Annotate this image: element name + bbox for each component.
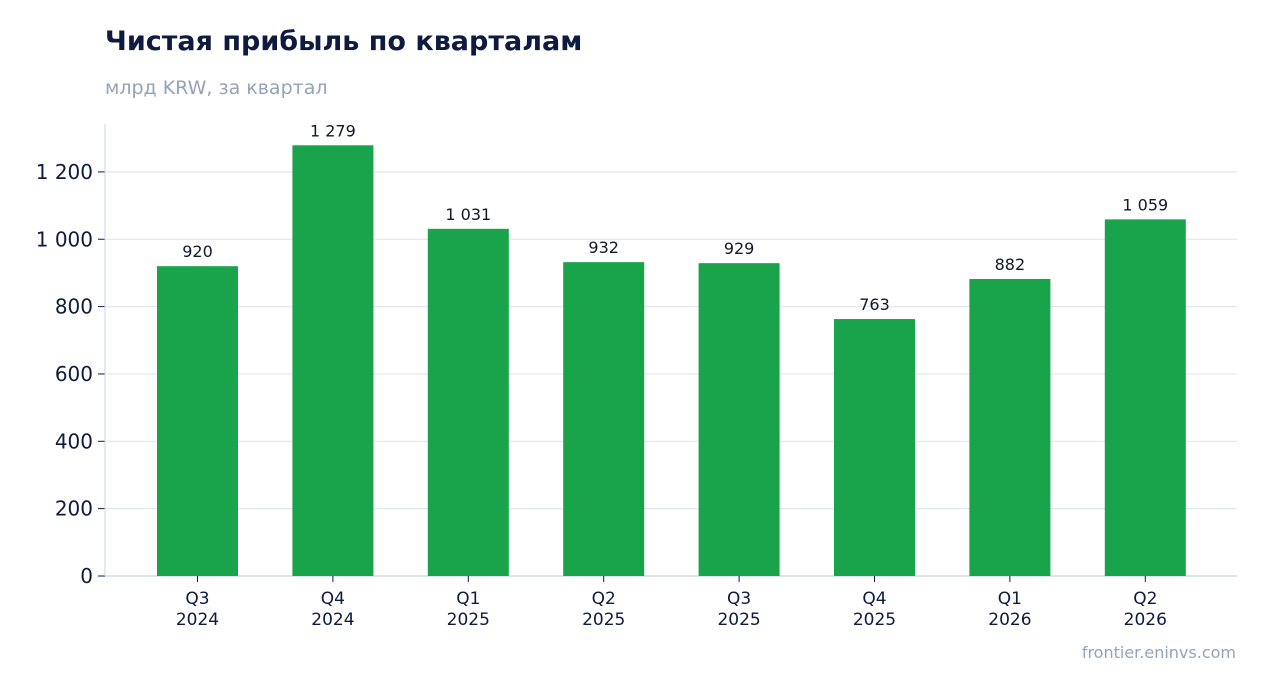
y-tick-label: 1 200 [36,160,93,184]
x-tick-label-year: 2025 [582,610,625,630]
chart-title: Чистая прибыль по кварталам [105,26,583,57]
x-tick-label-year: 2024 [311,610,354,630]
y-tick-label: 600 [55,362,93,386]
x-tick-label-quarter: Q4 [321,589,345,609]
x-tick-label-year: 2024 [176,610,219,630]
bar [969,278,1051,576]
x-tick-label-quarter: Q2 [1133,589,1157,609]
y-tick-label: 0 [80,564,93,588]
bar-value-label: 929 [724,239,755,258]
x-tick-label-year: 2025 [447,610,490,630]
x-tick-label-quarter: Q4 [862,589,886,609]
bar [157,266,238,576]
y-tick-label: 800 [55,295,93,319]
y-tick-label: 1 000 [36,227,93,251]
bar [563,262,645,576]
bar-value-label: 763 [859,295,890,314]
x-tick-label-quarter: Q1 [998,589,1022,609]
x-tick-label-quarter: Q1 [456,589,480,609]
bar-value-label: 882 [995,255,1026,274]
axes [98,123,1237,582]
x-tick-label-year: 2026 [1124,610,1167,630]
bar [292,145,374,576]
y-tick-label: 200 [55,497,93,521]
bars [157,145,1186,577]
bar-value-label: 1 059 [1122,195,1168,214]
bar-value-label: 932 [588,238,619,257]
gridlines [105,171,1237,510]
x-tick-label-year: 2025 [717,610,760,630]
bar-value-label: 1 031 [445,205,491,224]
bar [698,263,780,576]
x-tick-label-year: 2025 [853,610,896,630]
bar [1104,219,1186,576]
chart-subtitle: млрд KRW, за квартал [105,77,328,99]
value-labels: 920 1 279 1 031 932 929 763 882 1 059 [182,121,1168,314]
y-tick-label: 400 [55,429,93,453]
x-tick-label-quarter: Q3 [185,589,209,609]
x-tick-label-year: 2026 [988,610,1031,630]
bar-value-label: 1 279 [310,121,356,140]
x-tick-label-quarter: Q3 [727,589,751,609]
source-credit: frontier.eninvs.com [1081,643,1236,662]
bar-value-label: 920 [182,242,213,261]
x-tick-label-quarter: Q2 [592,589,616,609]
bar [834,319,915,576]
bar [427,228,509,577]
